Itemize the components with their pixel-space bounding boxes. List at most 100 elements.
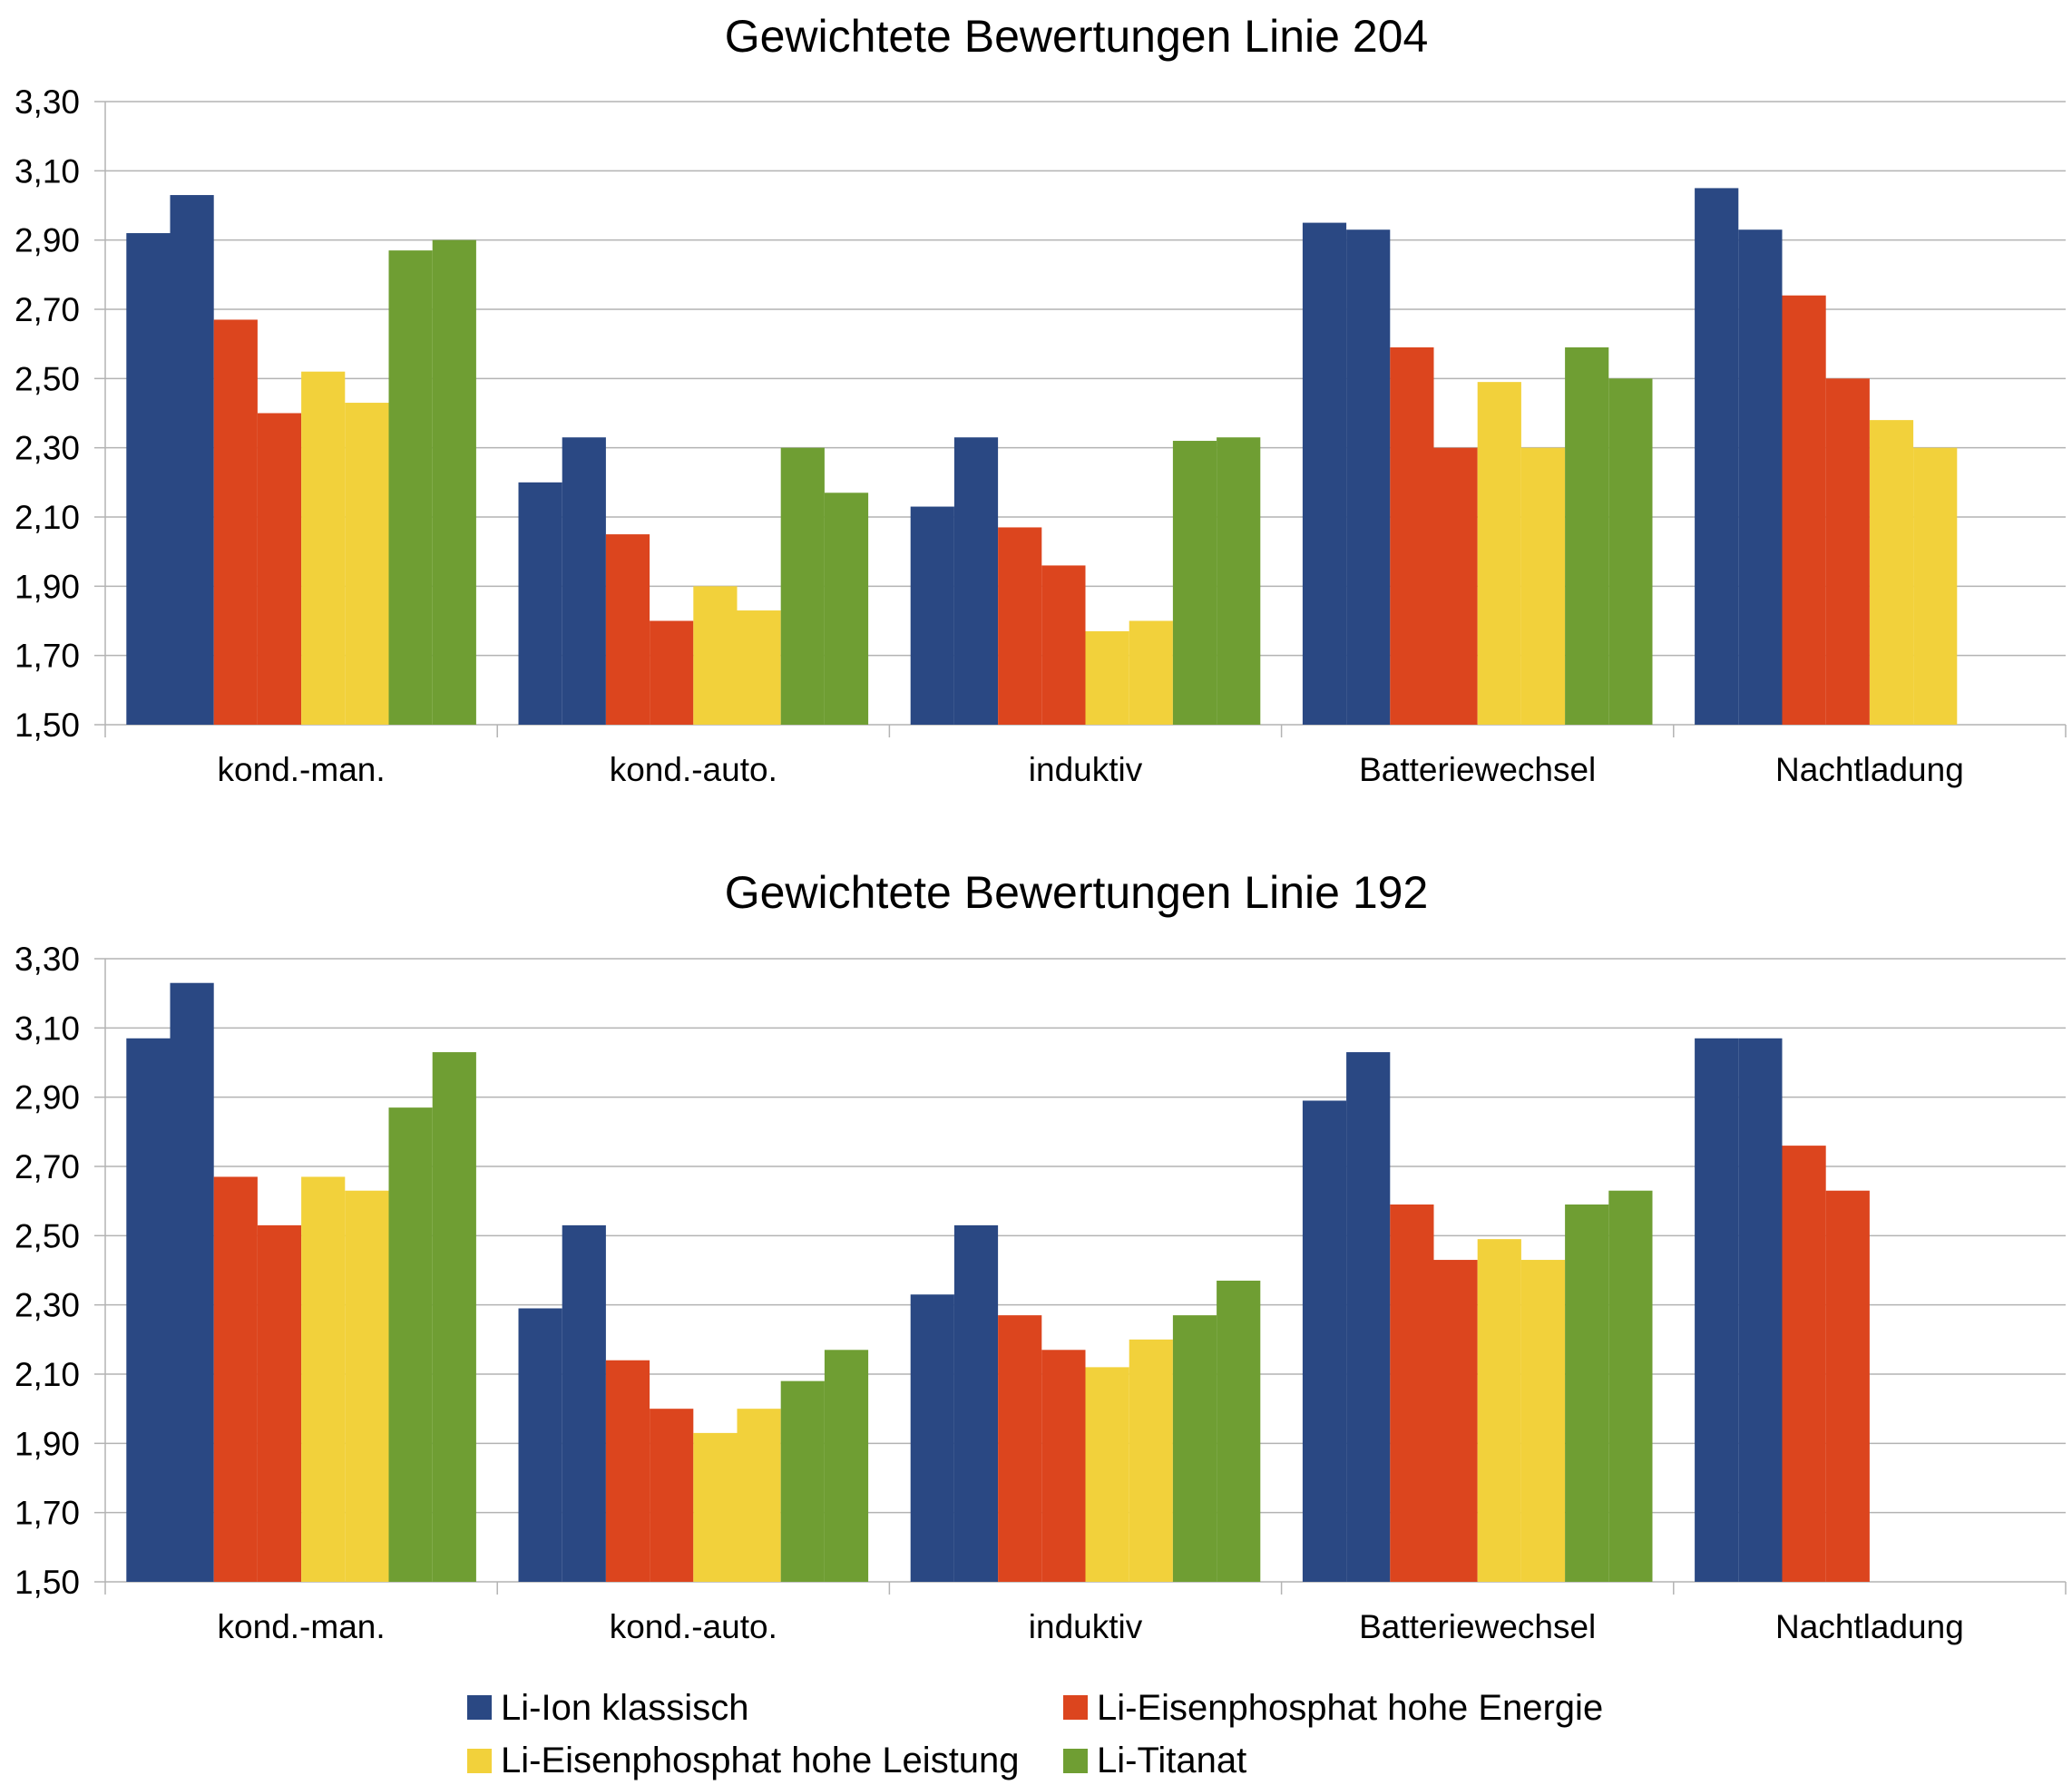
bar (388, 250, 433, 725)
chart-title: Gewichtete Bewertungen Linie 204 (725, 11, 1429, 62)
x-category-label: Batteriewechsel (1359, 751, 1596, 788)
y-tick-label: 2,10 (15, 499, 80, 536)
x-category-label: kond.-auto. (610, 751, 777, 788)
legend-item: Li-Titanat (1063, 1741, 1246, 1780)
bar (345, 1190, 389, 1582)
bar (1302, 222, 1347, 726)
y-tick-label: 1,70 (15, 638, 80, 675)
y-tick-label: 2,50 (15, 360, 80, 397)
bar (1477, 1239, 1521, 1582)
x-category-label: induktiv (1029, 751, 1143, 788)
bar (1782, 295, 1826, 725)
bar (1172, 441, 1217, 725)
bar (170, 982, 214, 1582)
bar (605, 534, 650, 725)
bar (1477, 382, 1521, 725)
bar (562, 437, 606, 725)
bar (780, 1380, 825, 1582)
bar (170, 195, 214, 726)
y-tick-label: 1,50 (15, 707, 80, 744)
x-category-label: kond.-man. (218, 751, 386, 788)
bar (518, 1308, 562, 1582)
legend-swatch (1063, 1749, 1088, 1773)
bar (1738, 229, 1783, 725)
y-tick-label: 3,30 (15, 941, 80, 978)
y-tick-label: 2,70 (15, 291, 80, 328)
y-tick-label: 1,50 (15, 1564, 80, 1601)
y-tick-label: 1,90 (15, 568, 80, 605)
x-category-label: kond.-auto. (610, 1608, 777, 1645)
y-tick-label: 1,90 (15, 1425, 80, 1462)
bar (953, 1224, 999, 1582)
x-category-label: Nachtladung (1775, 751, 1964, 788)
bar (1390, 1204, 1434, 1582)
bar (910, 1294, 954, 1582)
legend-swatch (467, 1749, 492, 1773)
legend-label: Li-Ion klassisch (501, 1688, 748, 1728)
x-category-label: induktiv (1029, 1608, 1143, 1645)
legend-swatch (1063, 1695, 1088, 1720)
bar (824, 493, 869, 725)
bar (953, 437, 999, 725)
legend: Li-Ion klassisch Li-Eisenphosphat hohe E… (467, 1688, 1603, 1780)
bar (213, 1176, 258, 1582)
x-category-label: Nachtladung (1775, 1608, 1964, 1645)
bar (1869, 420, 1914, 725)
chart-linie-192: Gewichtete Bewertungen Linie 192 1,50 1,70… (15, 867, 2067, 1645)
bar (1433, 447, 1478, 725)
bar (345, 403, 389, 725)
bar (1041, 565, 1086, 725)
bar (1433, 1260, 1478, 1582)
y-tick-label: 1,70 (15, 1495, 80, 1532)
bar (126, 1038, 171, 1582)
bar (1085, 630, 1129, 725)
bar (693, 586, 738, 725)
bar (388, 1107, 433, 1582)
bar (1346, 229, 1391, 725)
bar (998, 527, 1042, 725)
y-tick-label: 3,10 (15, 1010, 80, 1047)
bar (1608, 1190, 1653, 1582)
y-tick-label: 2,30 (15, 1287, 80, 1324)
bar (737, 1409, 781, 1582)
legend-item: Li-Ion klassisch (467, 1688, 748, 1728)
bar (780, 447, 825, 725)
chart-title: Gewichtete Bewertungen Linie 192 (725, 867, 1429, 918)
legend-label: Li-Eisenphosphat hohe Leistung (501, 1741, 1020, 1780)
bar (1695, 188, 1739, 725)
bar (1346, 1052, 1391, 1582)
y-tick-label: 2,90 (15, 222, 80, 259)
legend-label: Li-Eisenphosphat hohe Energie (1097, 1688, 1603, 1728)
bar (1520, 447, 1566, 725)
bar (910, 506, 954, 725)
bar (737, 610, 781, 725)
bar (1085, 1367, 1129, 1582)
bar (213, 319, 258, 725)
bar (650, 620, 694, 725)
bar (650, 1409, 694, 1582)
bar (1302, 1100, 1347, 1582)
y-tick-label: 3,30 (15, 83, 80, 121)
bar (126, 233, 171, 725)
y-tick-label: 3,10 (15, 152, 80, 190)
bar (301, 1176, 346, 1582)
legend-item: Li-Eisenphosphat hohe Energie (1063, 1688, 1603, 1728)
bar (824, 1350, 869, 1582)
bar (1217, 437, 1261, 725)
bar (1782, 1146, 1826, 1582)
bar (1172, 1315, 1217, 1582)
y-tick-label: 2,50 (15, 1217, 80, 1254)
bar (1520, 1260, 1566, 1582)
legend-item: Li-Eisenphosphat hohe Leistung (467, 1741, 1020, 1780)
bar (432, 239, 476, 726)
bar (1390, 346, 1434, 725)
y-tick-label: 2,70 (15, 1148, 80, 1185)
x-category-label: Batteriewechsel (1359, 1608, 1596, 1645)
bar (301, 371, 346, 725)
bar (257, 1224, 302, 1582)
bar (605, 1360, 650, 1582)
legend-swatch (467, 1695, 492, 1720)
bar (518, 482, 562, 725)
bar (1738, 1038, 1783, 1582)
bar (257, 413, 302, 725)
